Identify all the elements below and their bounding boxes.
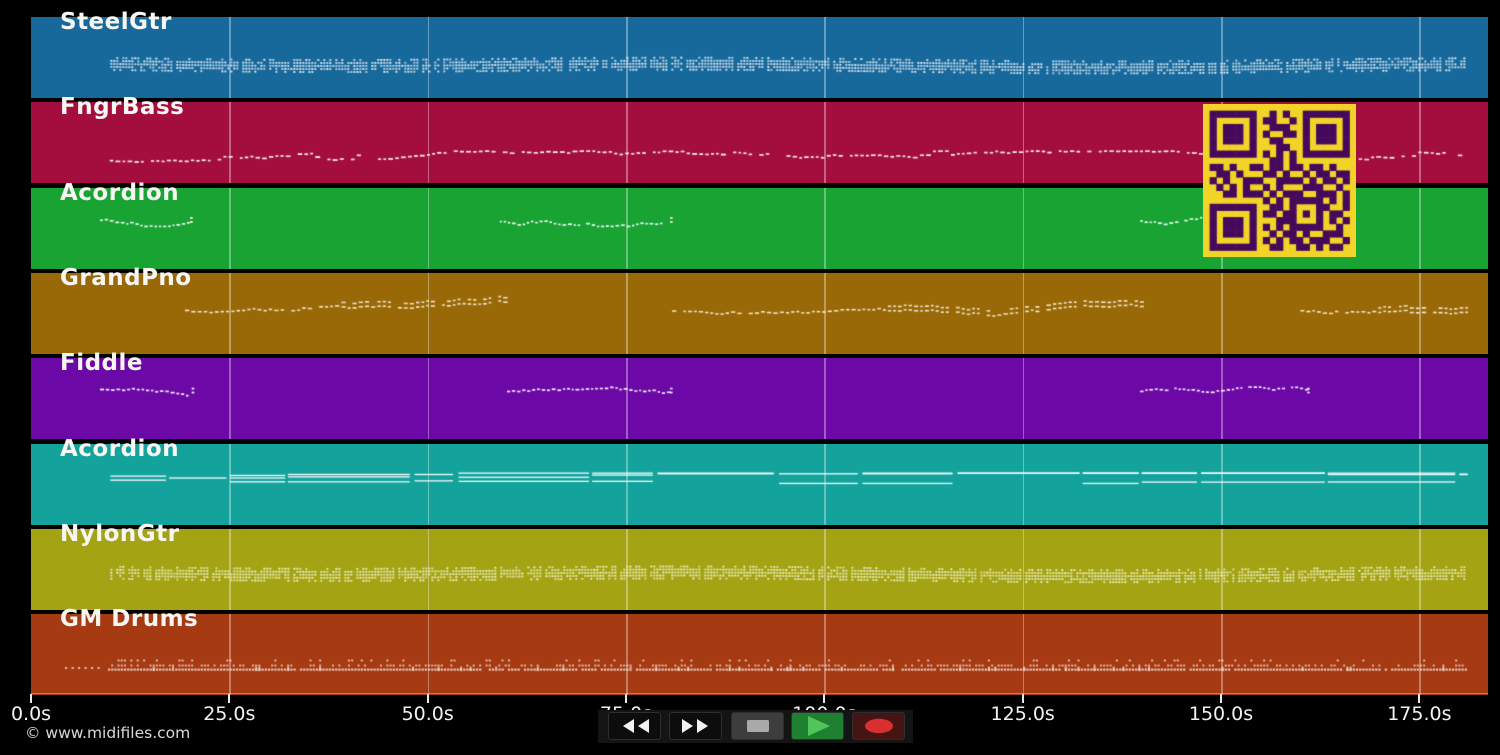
time-gridline [1419, 102, 1421, 184]
rewind-icon [617, 718, 653, 734]
track-row-grandpno: GrandPno [31, 265, 1488, 354]
time-gridline [626, 443, 628, 525]
axis-tick-label: 50.0s [401, 703, 454, 725]
time-gridline [1419, 187, 1421, 269]
time-gridline [824, 17, 826, 98]
axis-tick [426, 694, 429, 703]
time-gridline [626, 102, 628, 184]
stop-icon [745, 718, 771, 734]
time-gridline [427, 102, 430, 184]
record-button[interactable] [852, 712, 905, 740]
time-gridline [626, 358, 628, 440]
time-gridline [1022, 614, 1025, 696]
time-gridline [1022, 528, 1025, 610]
track-label: SteelGtr [60, 9, 172, 35]
time-gridline [1419, 17, 1421, 98]
time-gridline [1022, 187, 1025, 269]
axis-tick-label: 175.0s [1387, 703, 1452, 725]
axis-tick [30, 694, 32, 703]
axis-tick [823, 694, 826, 703]
time-gridline [1022, 17, 1025, 98]
fast-forward-icon [678, 718, 714, 734]
time-gridline [229, 528, 231, 610]
time-gridline [427, 272, 430, 354]
time-gridline [1221, 528, 1223, 610]
time-gridline [1022, 102, 1025, 184]
time-gridline [824, 443, 826, 525]
time-gridline [427, 614, 430, 696]
time-gridline [427, 17, 430, 98]
play-icon [804, 715, 832, 737]
time-gridline [1221, 17, 1223, 98]
time-gridline [229, 272, 231, 354]
time-gridline [824, 528, 826, 610]
time-gridline [626, 528, 628, 610]
time-gridline [824, 272, 826, 354]
time-gridline [1419, 358, 1421, 440]
axis-tick-label: 125.0s [990, 703, 1055, 725]
time-gridline [1221, 272, 1223, 354]
track-label: FngrBass [60, 94, 185, 121]
time-gridline [1221, 614, 1223, 696]
axis-baseline [31, 693, 1488, 694]
time-gridline [824, 187, 826, 269]
axis-tick [625, 694, 627, 703]
time-gridline [1221, 443, 1223, 525]
axis-tick-label: 150.0s [1188, 703, 1254, 725]
track-row-nylongtr: NylonGtr [31, 521, 1488, 610]
time-gridline [229, 102, 231, 184]
track-label: Acordion [60, 179, 180, 206]
track-row-gm-drums: GM Drums [31, 606, 1488, 696]
time-gridline [229, 614, 231, 696]
time-gridline [427, 358, 430, 440]
axis-tick [1021, 694, 1024, 703]
time-gridline [229, 17, 231, 98]
play-button[interactable] [791, 712, 844, 740]
copyright-text: © www.midifiles.com [25, 724, 191, 742]
time-gridline [626, 17, 628, 98]
time-gridline [427, 443, 430, 525]
track-row-fiddle: Fiddle [31, 350, 1488, 440]
qr-code [1203, 104, 1356, 257]
time-gridline [229, 443, 231, 525]
time-gridline [229, 358, 231, 440]
axis-tick-label: 25.0s [203, 703, 256, 725]
time-gridline [1022, 443, 1025, 525]
track-label: GM Drums [60, 606, 199, 633]
axis-tick-label: 0.0s [10, 703, 52, 725]
track-label: NylonGtr [60, 520, 180, 547]
track-label: GrandPno [60, 264, 192, 291]
axis-tick [1418, 694, 1421, 703]
time-gridline [1419, 443, 1421, 525]
time-gridline [427, 528, 430, 610]
time-gridline [626, 187, 628, 269]
time-gridline [824, 614, 826, 696]
time-gridline [229, 187, 231, 269]
transport-bar [598, 710, 913, 743]
track-row-steelgtr: SteelGtr [31, 9, 1488, 98]
fast-forward-button[interactable] [669, 712, 722, 740]
time-gridline [1419, 528, 1421, 610]
time-gridline [1419, 614, 1421, 696]
time-gridline [626, 272, 628, 354]
time-gridline [1022, 358, 1025, 440]
rewind-button[interactable] [608, 712, 661, 740]
track-row-acordion: Acordion [31, 436, 1488, 525]
time-gridline [1419, 272, 1421, 354]
axis-tick [1220, 694, 1223, 703]
track-label: Acordion [60, 435, 180, 462]
time-gridline [824, 358, 826, 440]
axis-tick [228, 694, 231, 703]
time-gridline [1221, 358, 1223, 440]
time-gridline [1022, 272, 1025, 354]
record-icon [863, 718, 895, 734]
time-gridline [824, 102, 826, 184]
track-label: Fiddle [60, 350, 144, 377]
time-gridline [427, 187, 430, 269]
time-gridline [626, 614, 628, 696]
stop-button[interactable] [731, 712, 784, 740]
